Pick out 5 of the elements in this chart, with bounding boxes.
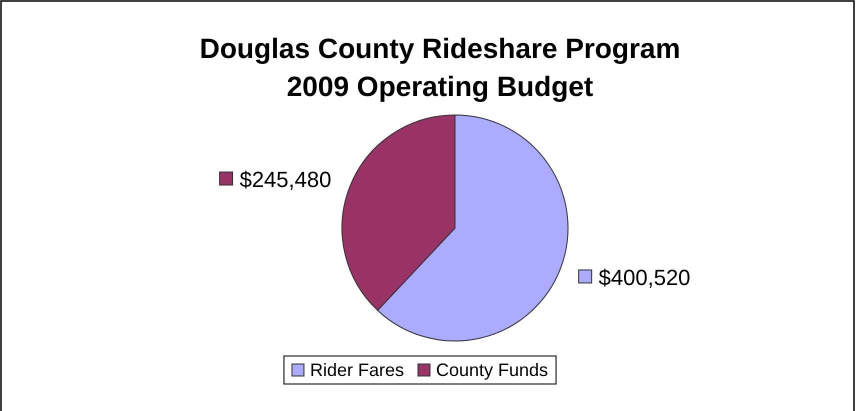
legend-label: Rider Fares: [310, 360, 404, 380]
data-label: $245,480: [240, 167, 332, 192]
data-label: $400,520: [598, 264, 690, 290]
legend-label: County Funds: [436, 360, 548, 380]
chart-title: Douglas County Rideshare Program 2009 Operating Budget: [200, 33, 680, 102]
